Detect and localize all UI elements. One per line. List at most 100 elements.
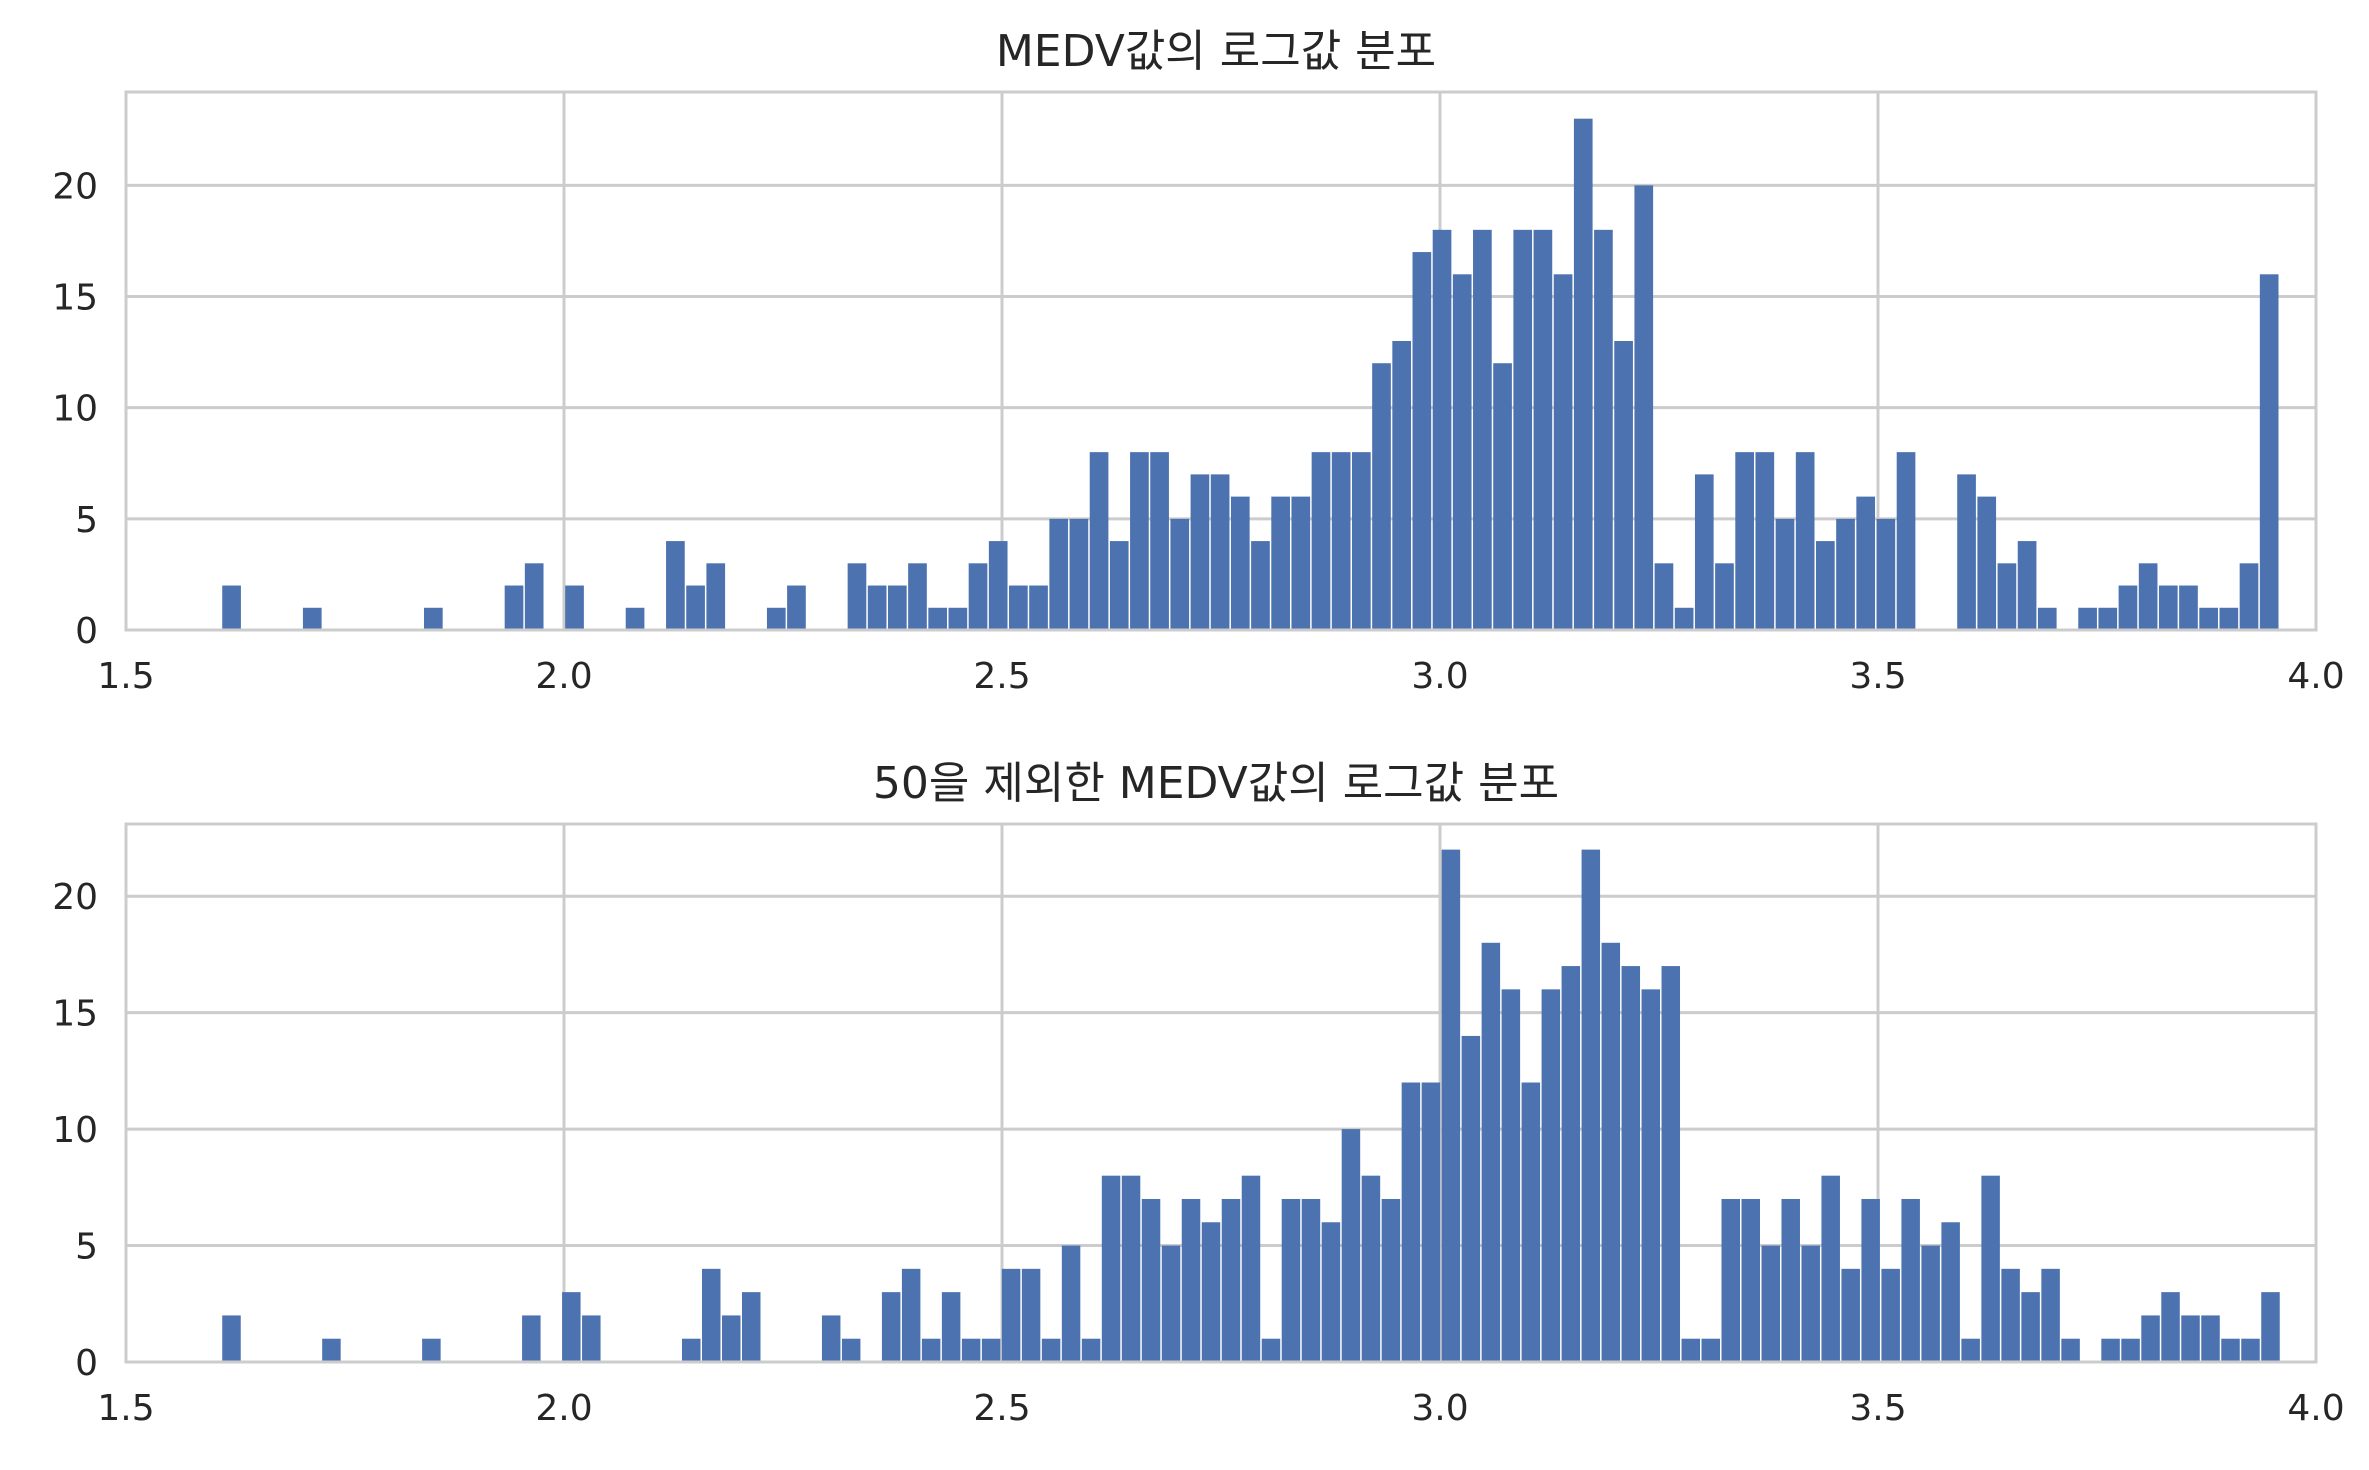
histogram-bar	[1372, 363, 1391, 630]
x-tick-label: 2.5	[973, 656, 1030, 697]
histogram-bar	[625, 607, 645, 630]
histogram-bar	[1573, 118, 1593, 631]
histogram-bar	[1601, 942, 1621, 1362]
histogram-bar	[1801, 1245, 1820, 1362]
x-tick-label: 3.5	[1849, 656, 1906, 697]
y-tick-label: 5	[75, 500, 98, 541]
histogram-bar	[881, 1292, 901, 1362]
histogram-bar	[1541, 989, 1561, 1362]
y-tick-label: 10	[52, 389, 98, 430]
y-tick-label: 15	[52, 994, 98, 1035]
histogram-bar	[1069, 518, 1089, 630]
histogram-bar	[1614, 340, 1633, 630]
histogram-bar	[1261, 1338, 1281, 1362]
histogram-bar	[1876, 518, 1896, 630]
histogram-bar	[1997, 563, 2017, 630]
histogram-bar	[1961, 1338, 1980, 1362]
histogram-bar	[2141, 1315, 2160, 1362]
x-tick-label: 2.0	[535, 1388, 592, 1429]
histogram-bar	[1981, 1175, 2000, 1362]
histogram-bar	[901, 1268, 921, 1362]
histogram-bar	[1121, 1175, 1141, 1362]
histogram-bar	[1661, 966, 1681, 1362]
histogram-bar	[2179, 585, 2198, 630]
histogram-bar	[1130, 452, 1149, 630]
histogram-bar	[1230, 496, 1250, 630]
histogram-bar	[908, 563, 927, 630]
histogram-bar	[921, 1338, 941, 1362]
histogram-bar	[2219, 607, 2239, 630]
histogram-bar	[686, 585, 705, 630]
histogram-bar	[1452, 274, 1472, 630]
histogram-bar	[1181, 1198, 1201, 1362]
y-tick-label: 15	[52, 278, 98, 319]
histogram-bar	[1977, 496, 1997, 630]
histogram-bar	[2181, 1315, 2200, 1362]
y-tick-label: 5	[75, 1227, 98, 1268]
histogram-bar	[1641, 989, 1661, 1362]
histogram-bar	[1021, 1268, 1041, 1362]
histogram-bar	[1361, 1175, 1381, 1362]
histogram-bar	[1715, 563, 1734, 630]
histogram-bar	[1351, 452, 1371, 630]
histogram-bar	[1634, 185, 1654, 631]
histogram-bar	[2037, 607, 2057, 630]
histogram-bar	[1621, 966, 1641, 1362]
histogram-bar	[766, 607, 786, 630]
histogram-bar	[2239, 563, 2259, 630]
y-tick-label: 20	[52, 166, 98, 207]
histogram-bar	[1533, 229, 1553, 630]
x-tick-label: 4.0	[2287, 1388, 2344, 1429]
histogram-bar	[2221, 1338, 2240, 1362]
histogram-bar	[2041, 1268, 2060, 1362]
histogram-bar	[1481, 942, 1501, 1362]
x-tick-label: 3.0	[1411, 1388, 1468, 1429]
histogram-bar	[1721, 1198, 1740, 1362]
histogram-bar	[1461, 1035, 1481, 1362]
histogram-bar	[1432, 229, 1452, 630]
histogram-bar	[867, 585, 887, 630]
histogram-bar	[1401, 1082, 1421, 1362]
chart-title: 50을 제외한 MEDV값의 로그값 분포	[873, 758, 1559, 809]
histogram-bar	[1089, 452, 1109, 630]
histogram-bar	[522, 1315, 541, 1362]
histogram-bar	[322, 1338, 341, 1362]
histogram-bar	[1341, 1129, 1361, 1362]
histogram-bar	[2021, 1292, 2040, 1362]
histogram-bar	[1170, 518, 1190, 630]
histogram-bar	[1321, 1222, 1341, 1362]
histogram-bar	[1271, 496, 1290, 630]
histogram-bar	[1061, 1245, 1081, 1362]
histogram-bar	[2201, 1315, 2220, 1362]
histogram-bar	[721, 1315, 741, 1362]
histogram-bar	[741, 1292, 761, 1362]
histogram-bar	[841, 1338, 861, 1362]
histogram-bar	[1210, 474, 1230, 630]
histogram-bar	[1694, 474, 1714, 630]
histogram-bar	[2118, 585, 2138, 630]
histogram-bar	[1392, 340, 1412, 630]
histogram-bar	[2101, 1338, 2120, 1362]
axes-frame	[124, 822, 2318, 1364]
histogram-bar	[1674, 607, 1694, 630]
histogram-bar	[1221, 1198, 1241, 1362]
histogram-bar	[1941, 1222, 1960, 1362]
histogram-bar	[1521, 1082, 1541, 1362]
histogram-bar	[582, 1315, 601, 1362]
x-tick-label: 3.5	[1849, 1388, 1906, 1429]
histogram-bar	[1331, 452, 1351, 630]
histogram-bar	[1029, 585, 1048, 630]
histogram-bar	[562, 1292, 581, 1362]
histogram-bar	[1701, 1338, 1721, 1362]
histogram-bar	[1856, 496, 1876, 630]
histogram-bar	[2138, 563, 2158, 630]
histogram-bar	[1150, 452, 1169, 630]
histogram-bar	[887, 585, 907, 630]
histogram-bar	[787, 585, 806, 630]
histogram-bar	[1141, 1198, 1161, 1362]
histogram-bar	[1001, 1268, 1021, 1362]
histogram-bar	[1311, 452, 1331, 630]
histogram-bar	[2078, 607, 2097, 630]
histogram-bar	[1755, 452, 1775, 630]
